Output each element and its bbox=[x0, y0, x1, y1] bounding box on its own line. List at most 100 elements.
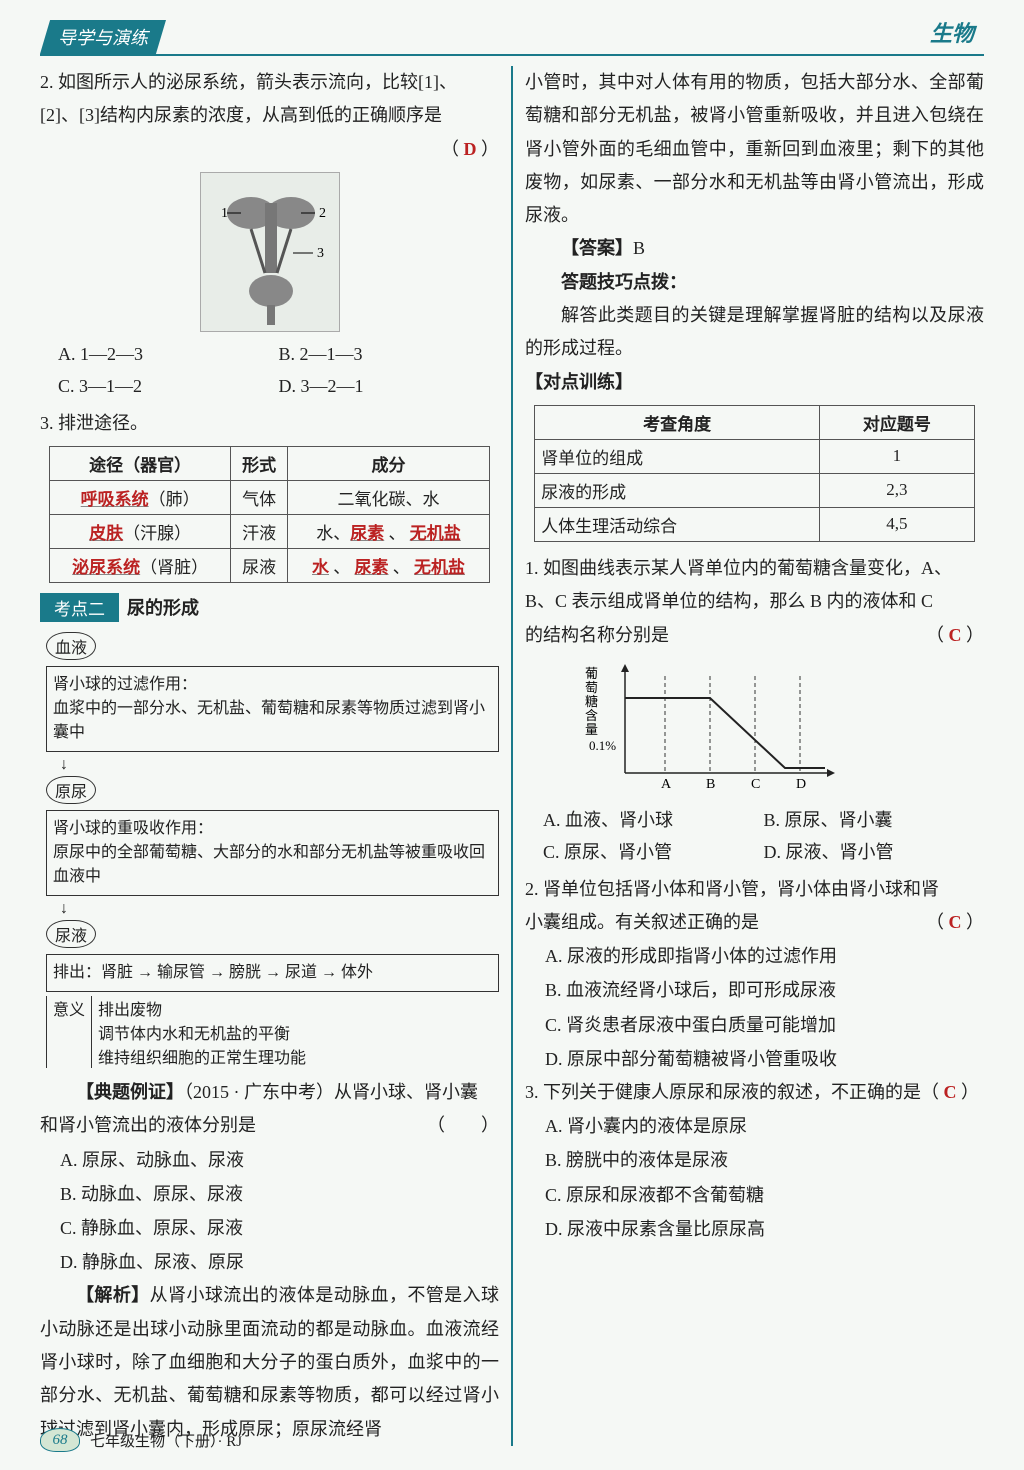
flow-box2: 肾小球的重吸收作用： 原尿中的全部葡萄糖、大部分的水和部分无机盐等被重吸收回血液… bbox=[46, 810, 499, 896]
train-tag: 【对点训练】 bbox=[525, 366, 984, 399]
kp2-title: 尿的形成 bbox=[127, 594, 199, 620]
page-number: 68 bbox=[40, 1428, 80, 1452]
page-footer: 68 七年级生物（下册）· RJ bbox=[40, 1428, 242, 1452]
svg-text:萄: 萄 bbox=[585, 680, 598, 695]
rq1-l3: 的结构名称分别是 （ C ） bbox=[525, 619, 984, 652]
urinary-system-diagram: 1 2 3 bbox=[200, 172, 340, 332]
ex-opt-b: B. 动脉血、原尿、尿液 bbox=[60, 1177, 499, 1211]
q2-line1: 2. 如图所示人的泌尿系统，箭头表示流向，比较[1]、 bbox=[40, 66, 499, 99]
tbl-h3: 成分 bbox=[288, 446, 490, 480]
page-header: 导学与演练 生物 bbox=[40, 20, 984, 56]
tt-h1: 考查角度 bbox=[535, 405, 820, 439]
flow-route: 排出：肾脏 → 输尿管 → 膀胱 → 尿道 → 体外 bbox=[46, 954, 499, 992]
svg-text:D: D bbox=[796, 777, 806, 792]
tt-h2: 对应题号 bbox=[819, 405, 974, 439]
rq1-options: A. 血液、肾小球 B. 原尿、肾小囊 C. 原尿、肾小管 D. 尿液、肾小管 bbox=[543, 804, 984, 869]
right-column: 小管时，其中对人体有用的物质，包括大部分水、全部葡萄糖和部分无机盐，被肾小管重新… bbox=[525, 66, 984, 1446]
svg-text:糖: 糖 bbox=[585, 694, 598, 709]
kp2-tag: 考点二 bbox=[40, 593, 119, 622]
svg-text:量: 量 bbox=[585, 722, 598, 737]
rq2-opt-a: A. 尿液的形成即指肾小体的过滤作用 bbox=[545, 939, 984, 973]
glucose-chart: 葡 萄 糖 含 量 0.1% A B C D bbox=[585, 658, 845, 798]
q2-answer-line: （ D ） bbox=[40, 133, 499, 166]
q2-line2: [2]、[3]结构内尿素的浓度，从高到低的正确顺序是 bbox=[40, 99, 499, 132]
example-options: A. 原尿、动脉血、尿液 B. 动脉血、原尿、尿液 C. 静脉血、原尿、尿液 D… bbox=[40, 1143, 499, 1280]
svg-text:A: A bbox=[661, 777, 672, 792]
rq1-opt-d: D. 尿液、肾小管 bbox=[764, 836, 985, 868]
rq2-answer: C bbox=[949, 912, 962, 932]
table-row: 人体生理活动综合4,5 bbox=[535, 507, 975, 541]
rq3-opt-c: C. 原尿和尿液都不含葡萄糖 bbox=[545, 1178, 984, 1212]
urine-formation-flow: 血液 肾小球的过滤作用： 血浆中的一部分水、无机盐、葡萄糖和尿素等物质过滤到肾小… bbox=[46, 630, 499, 1068]
svg-text:B: B bbox=[706, 777, 715, 792]
rq2-l1: 2. 肾单位包括肾小体和肾小管，肾小体由肾小球和肾 bbox=[525, 873, 984, 906]
rq3-opt-b: B. 膀胱中的液体是尿液 bbox=[545, 1143, 984, 1177]
svg-text:C: C bbox=[751, 777, 760, 792]
ex-opt-c: C. 静脉血、原尿、尿液 bbox=[60, 1211, 499, 1245]
rq2-opt-b: B. 血液流经肾小球后，即可形成尿液 bbox=[545, 973, 984, 1007]
q2-opt-c: C. 3—1—2 bbox=[58, 370, 279, 402]
example-line2: 和肾小管流出的液体分别是 （ ） bbox=[40, 1109, 499, 1142]
rq3-l1: 3. 下列关于健康人原尿和尿液的叙述，不正确的是（ C ） bbox=[525, 1076, 984, 1109]
rq1-answer: C bbox=[949, 625, 962, 645]
table-row: 泌尿系统（肾脏） 尿液 水 、 尿素 、 无机盐 bbox=[50, 548, 490, 582]
rq1-opt-b: B. 原尿、肾小囊 bbox=[764, 804, 985, 836]
flow-box1: 肾小球的过滤作用： 血浆中的一部分水、无机盐、葡萄糖和尿素等物质过滤到肾小囊中 bbox=[46, 666, 499, 752]
two-column-layout: 2. 如图所示人的泌尿系统，箭头表示流向，比较[1]、 [2]、[3]结构内尿素… bbox=[40, 66, 984, 1446]
rq1-opt-a: A. 血液、肾小球 bbox=[543, 804, 764, 836]
flow-node-primary: 原尿 bbox=[46, 776, 96, 804]
ex-opt-d: D. 静脉血、尿液、原尿 bbox=[60, 1245, 499, 1279]
left-column: 2. 如图所示人的泌尿系统，箭头表示流向，比较[1]、 [2]、[3]结构内尿素… bbox=[40, 66, 499, 1446]
ex-opt-a: A. 原尿、动脉血、尿液 bbox=[60, 1143, 499, 1177]
train-table: 考查角度 对应题号 肾单位的组成1 尿液的形成2,3 人体生理活动综合4,5 bbox=[534, 405, 975, 542]
tips-title: 答题技巧点拨： bbox=[525, 266, 984, 299]
arrow-down-icon: ↓ bbox=[60, 900, 499, 918]
rq2-options: A. 尿液的形成即指肾小体的过滤作用 B. 血液流经肾小球后，即可形成尿液 C.… bbox=[525, 939, 984, 1076]
rq1-l2: B、C 表示组成肾单位的结构，那么 B 内的液体和 C bbox=[525, 585, 984, 618]
diagram-label-2: 2 bbox=[319, 206, 326, 221]
q2-options: A. 1—2—3 B. 2—1—3 C. 3—1—2 D. 3—2—1 bbox=[58, 338, 499, 403]
rq2-l2: 小囊组成。有关叙述正确的是 （ C ） bbox=[525, 906, 984, 939]
analysis-text: 【解析】从肾小球流出的液体是动脉血，不管是入球小动脉还是出球小动脉里面流动的都是… bbox=[40, 1279, 499, 1445]
example-paren: （ ） bbox=[427, 1109, 499, 1142]
header-tab-left: 导学与演练 bbox=[40, 20, 166, 54]
rq2-opt-d: D. 原尿中部分葡萄糖被肾小管重吸收 bbox=[545, 1042, 984, 1076]
flow-node-urine: 尿液 bbox=[46, 920, 96, 948]
svg-text:葡: 葡 bbox=[585, 666, 598, 681]
example-line1: 【典题例证】（2015 · 广东中考）从肾小球、肾小囊 bbox=[40, 1076, 499, 1109]
rq3-opt-d: D. 尿液中尿素含量比原尿高 bbox=[545, 1212, 984, 1246]
footer-text: 七年级生物（下册）· RJ bbox=[90, 1430, 242, 1451]
svg-text:含: 含 bbox=[585, 708, 598, 723]
rq3-answer: C bbox=[944, 1082, 957, 1102]
excretion-table: 途径（器官） 形式 成分 呼吸系统（肺） 气体 二氧化碳、水 皮肤（汗腺） 汗液… bbox=[49, 446, 490, 583]
rq2-opt-c: C. 肾炎患者尿液中蛋白质量可能增加 bbox=[545, 1008, 984, 1042]
analysis-cont: 小管时，其中对人体有用的物质，包括大部分水、全部葡萄糖和部分无机盐，被肾小管重新… bbox=[525, 66, 984, 232]
answer-line: 【答案】B bbox=[525, 232, 984, 265]
meaning-1: 排出废物 bbox=[98, 996, 306, 1020]
rq1-opt-c: C. 原尿、肾小管 bbox=[543, 836, 764, 868]
tbl-h2: 形式 bbox=[231, 446, 288, 480]
answer-tag: 【答案】 bbox=[561, 238, 633, 258]
q3-title: 3. 排泄途径。 bbox=[40, 407, 499, 440]
q2-opt-a: A. 1—2—3 bbox=[58, 338, 279, 370]
table-row: 呼吸系统（肺） 气体 二氧化碳、水 bbox=[50, 480, 490, 514]
diagram-label-1: 1 bbox=[221, 206, 228, 221]
example-tag: 【典题例证】 bbox=[76, 1082, 184, 1102]
header-tab-right: 生物 bbox=[930, 16, 974, 48]
analysis-tag: 【解析】 bbox=[76, 1285, 150, 1305]
column-divider bbox=[511, 66, 513, 1446]
meaning-3: 维持组织细胞的正常生理功能 bbox=[98, 1044, 306, 1068]
table-row: 尿液的形成2,3 bbox=[535, 473, 975, 507]
diagram-label-3: 3 bbox=[317, 246, 324, 261]
q2-opt-b: B. 2—1—3 bbox=[279, 338, 500, 370]
chart-ytick: 0.1% bbox=[589, 738, 616, 753]
tbl-h1: 途径（器官） bbox=[50, 446, 231, 480]
rq1-l1: 1. 如图曲线表示某人肾单位内的葡萄糖含量变化，A、 bbox=[525, 552, 984, 585]
q2-opt-d: D. 3—2—1 bbox=[279, 370, 500, 402]
flow-node-blood: 血液 bbox=[46, 632, 96, 660]
arrow-down-icon: ↓ bbox=[60, 756, 499, 774]
table-row: 肾单位的组成1 bbox=[535, 439, 975, 473]
meaning-label: 意义 bbox=[53, 996, 85, 1020]
meaning-2: 调节体内水和无机盐的平衡 bbox=[98, 1020, 306, 1044]
kp2-bar: 考点二 尿的形成 bbox=[40, 593, 499, 622]
